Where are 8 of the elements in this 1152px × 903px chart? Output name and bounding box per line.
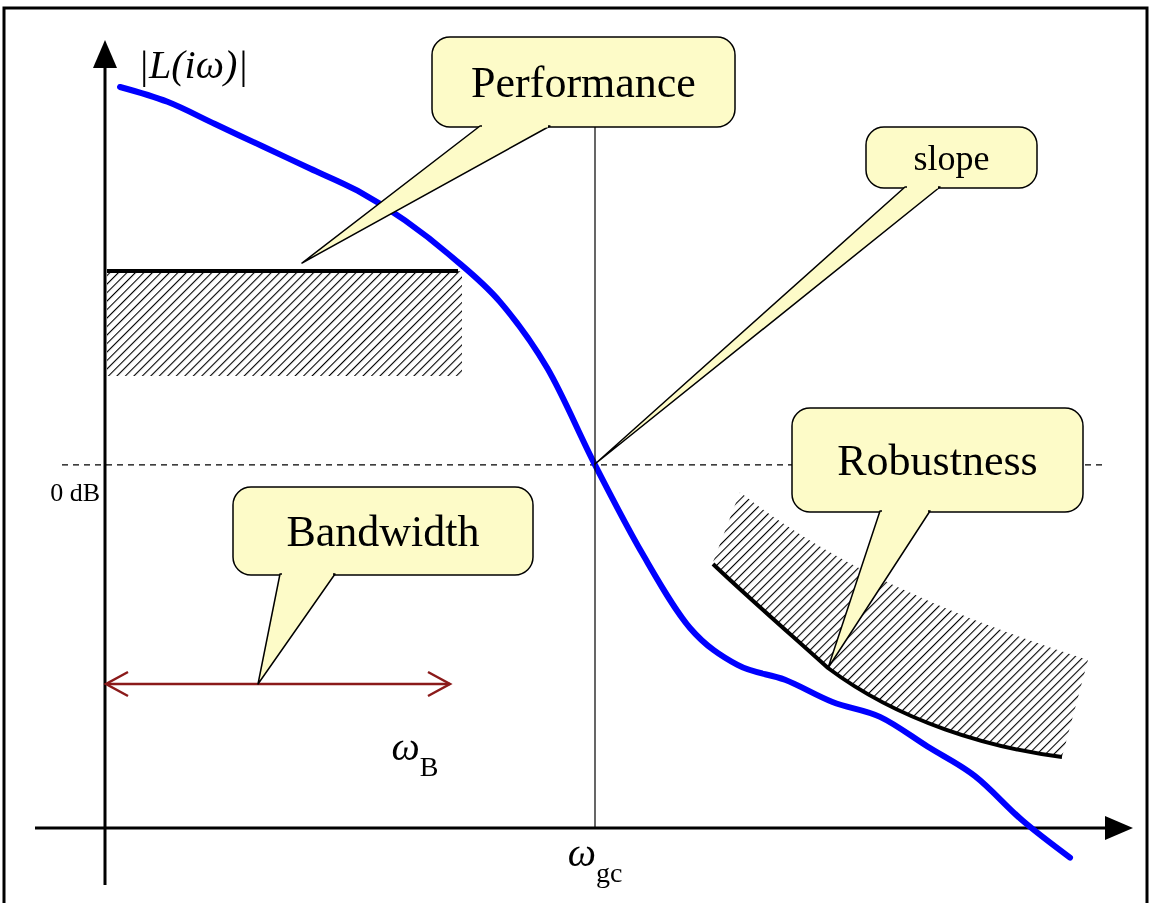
annotation: ω$_{gc}$ (567, 830, 623, 888)
annotation: Bandwidth (286, 507, 480, 557)
annotation: ω$_{B}$ (391, 724, 439, 782)
annotation: Robustness (837, 436, 1038, 486)
ref-line-label: 0 dB (50, 477, 100, 507)
annotation: Performance (471, 58, 696, 108)
annotation: slope (913, 138, 990, 179)
y-axis-title: |L(iω)| (138, 42, 249, 87)
